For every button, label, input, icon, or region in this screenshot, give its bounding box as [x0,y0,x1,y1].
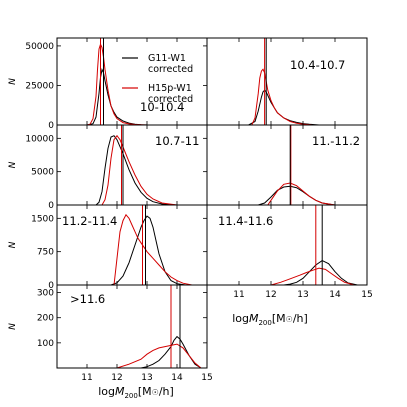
series-line-h15p [116,343,202,368]
y-tick-label: 0 [48,281,54,291]
panel-label: 10.7-11 [155,134,199,148]
panel-label: 11.4-11.6 [218,214,273,228]
series-line-g11 [95,135,178,205]
y-tick-label: 750 [37,248,54,258]
x-tick-label: 11 [233,290,244,300]
y-axis-label: N [8,241,18,248]
x-tick-label: 15 [361,290,372,300]
series-line-h15p [86,42,148,125]
panel-frame [56,284,208,369]
panel-label: 10.4-10.7 [290,58,345,72]
series-line-h15p [113,213,193,285]
legend: G11-W1 corrected H15p-W1 corrected [122,53,193,105]
y-tick-label: 5000 [31,168,54,178]
y-tick-label: 10000 [25,134,54,144]
x-tick-label: 12 [111,373,122,383]
series-line-g11 [110,215,187,285]
x-tick-label: 15 [201,373,212,383]
panel-6: 11 12 13 14 15 11.4-11.6 [206,204,373,300]
x-axis-label-left: logM200[M☉/h] [98,385,174,400]
panels-group: 02500050000N10-10.410.4-10.70500010000N1… [8,37,373,383]
series-line-g11 [283,260,358,285]
y-tick-label: 100 [37,339,54,349]
x-tick-label: 14 [329,290,341,300]
legend-label-h15p-line1: H15p-W1 [148,83,192,94]
panel-label: 10-10.4 [140,100,184,114]
y-tick-label: 25000 [25,81,54,91]
y-tick-label: 300 [37,289,54,299]
panel-label: 11.-11.2 [312,134,360,148]
y-tick-label: 0 [48,121,54,131]
series-line-h15p [251,68,313,125]
x-tick-label: 12 [265,290,276,300]
series-line-g11 [248,89,320,125]
y-tick-label: 200 [37,314,54,324]
y-tick-label: 50000 [25,42,54,52]
x-tick-label: 11 [81,373,92,383]
panel-5: 0 750 1500 N 11.2-11.4 [8,204,208,291]
panel-frame [206,204,368,286]
y-axis-label: N [8,161,18,168]
panel-4: 11.-11.2 [206,124,368,206]
panel-7: 11 12 13 14 15 100 200 300 N >11.6 [8,284,213,383]
x-tick-label: 14 [171,373,183,383]
y-axis-label: N [8,323,18,330]
panel-label: >11.6 [70,292,105,306]
x-axis-label-right: logM200[M☉/h] [232,312,308,327]
y-axis-label: N [8,78,18,85]
y-tick-label: 1500 [31,214,54,224]
x-tick-label: 13 [141,373,152,383]
legend-label-h15p-line2: corrected [148,94,193,105]
legend-label-g11-line2: corrected [148,64,193,75]
x-tick-label: 13 [297,290,308,300]
series-line-h15p [267,182,336,205]
legend-label-g11-line1: G11-W1 [148,53,186,64]
y-tick-label: 0 [48,201,54,211]
panel-label: 11.2-11.4 [62,214,117,228]
